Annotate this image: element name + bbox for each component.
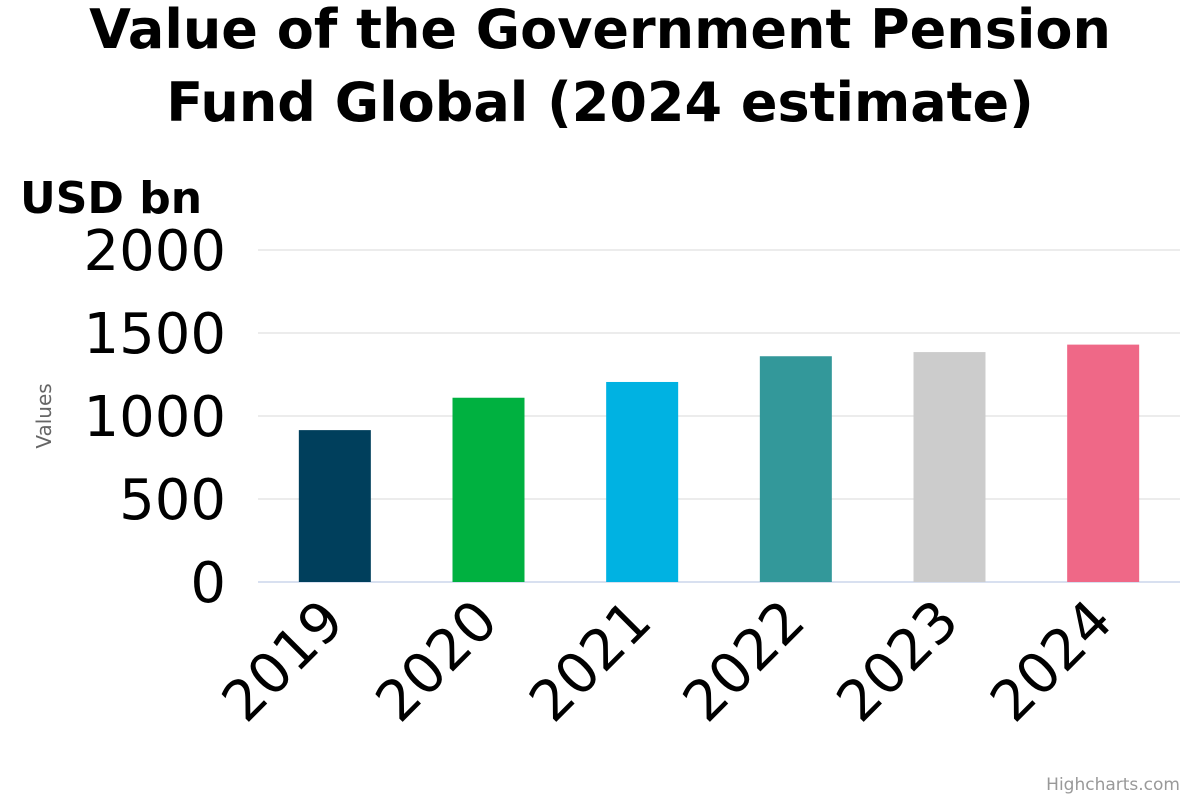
gridlines — [258, 249, 1180, 583]
x-axis-ticks: 2019 2020 2021 2022 2023 2024 — [210, 588, 1125, 735]
x-tick-label-2020: 2020 — [364, 588, 511, 735]
bar-2019[interactable] — [298, 430, 371, 582]
y-tick-label: 2000 — [83, 219, 226, 284]
y-tick-label: 500 — [119, 468, 226, 533]
bar-2021[interactable] — [606, 381, 679, 582]
bar-2023[interactable] — [913, 352, 986, 582]
x-tick-label-2023: 2023 — [825, 588, 972, 735]
chart-title-line-2: Fund Global (2024 estimate) — [166, 71, 1034, 134]
bar-2020[interactable] — [452, 397, 525, 582]
y-axis-title: Values — [32, 383, 56, 448]
x-tick-label-2021: 2021 — [517, 588, 664, 735]
y-tick-label: 1500 — [83, 302, 226, 367]
bar-2022[interactable] — [759, 356, 832, 582]
bar-2024[interactable] — [1067, 344, 1140, 582]
bars — [298, 344, 1140, 582]
unit-label: USD bn — [20, 173, 202, 224]
x-tick-label-2022: 2022 — [671, 588, 818, 735]
y-tick-label: 0 — [190, 551, 226, 616]
chart-title-line-1: Value of the Government Pension — [89, 0, 1111, 61]
y-tick-label: 1000 — [83, 385, 226, 450]
y-axis-ticks: 0 500 1000 1500 2000 — [83, 219, 226, 616]
x-tick-label-2024: 2024 — [978, 588, 1125, 735]
x-tick-label-2019: 2019 — [210, 588, 357, 735]
credits-link[interactable]: Highcharts.com — [1046, 775, 1180, 795]
